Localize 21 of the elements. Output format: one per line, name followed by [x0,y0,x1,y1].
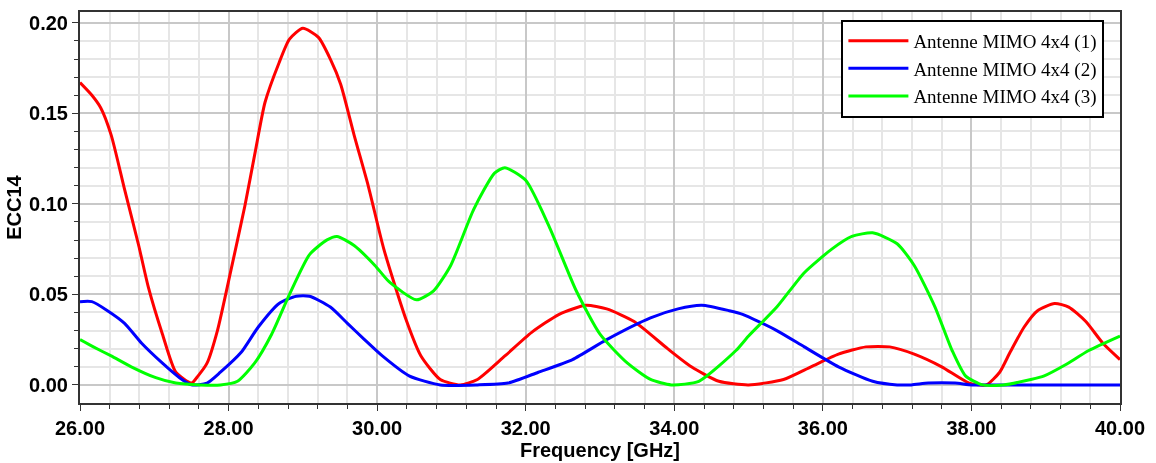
x-tick-label: 26.00 [54,417,106,439]
y-axis-title: ECC14 [3,174,26,240]
line-series [80,294,1120,387]
y-tick-label: 0.05 [29,283,68,306]
y-tick-label: 0.00 [29,373,68,396]
y-tick-label: 0.15 [29,102,68,125]
x-tick-label: 30.00 [352,417,403,439]
x-tick-label: 28.00 [203,417,254,439]
x-tick-label: 32.00 [500,417,551,439]
y-tick-label: 0.10 [29,192,68,215]
x-tick-label: 34.00 [649,417,700,439]
line-series [80,166,1120,387]
legend-label: Antenne MIMO 4x4 (2) [913,58,1097,81]
legend-label: Antenne MIMO 4x4 (1) [913,31,1097,54]
x-tick-label: 38.00 [946,417,997,439]
x-tick-label: 36.00 [797,417,848,439]
line-series [80,26,1120,387]
x-tick-label: 40.00 [1094,417,1146,439]
y-tick-label: 0.20 [29,11,68,34]
x-axis-title: Frequency [GHz] [519,439,681,461]
legend-label: Antenne MIMO 4x4 (3) [913,86,1097,109]
